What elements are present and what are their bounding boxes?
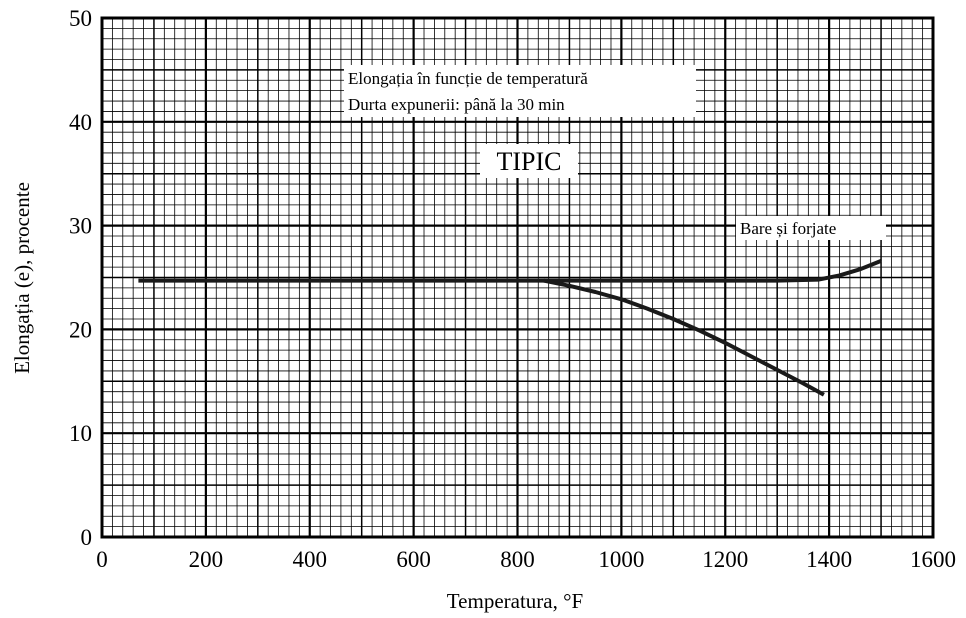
annotation-title-line1: Elongația în funcție de temperatură <box>348 69 588 88</box>
y-tick-label: 30 <box>69 214 92 239</box>
annotation-title-line2: Durta expunerii: până la 30 min <box>348 95 565 114</box>
x-tick-label: 1400 <box>806 547 852 572</box>
y-tick-label: 10 <box>69 421 92 446</box>
y-tick-labels: 0 10 20 30 40 50 <box>69 6 92 550</box>
x-tick-label: 200 <box>189 547 224 572</box>
series-label-box <box>736 216 886 240</box>
y-tick-label: 0 <box>81 525 93 550</box>
y-axis-label: Elongația (e), procente <box>10 182 34 374</box>
x-axis-label: Temperatura, °F <box>447 589 583 613</box>
plot-frame <box>100 16 935 539</box>
title-box <box>344 65 696 117</box>
series-label-bars-forgings: Bare și forjate <box>740 219 836 238</box>
x-tick-label: 600 <box>396 547 431 572</box>
x-tick-label: 1200 <box>702 547 748 572</box>
y-tick-label: 40 <box>69 110 92 135</box>
x-tick-labels: 0 200 400 600 800 1000 1200 1400 1600 <box>96 547 956 572</box>
x-tick-label: 400 <box>293 547 328 572</box>
typical-box <box>480 144 578 178</box>
y-tick-label: 20 <box>69 317 92 342</box>
series-layer <box>138 259 882 397</box>
y-tick-label: 50 <box>69 6 92 31</box>
series-line-descending <box>543 278 825 397</box>
x-tick-label: 1000 <box>598 547 644 572</box>
x-tick-label: 0 <box>96 547 108 572</box>
series-line-bars-forgings <box>138 259 882 283</box>
x-tick-label: 800 <box>500 547 535 572</box>
x-tick-label: 1600 <box>910 547 956 572</box>
annotation-typical: TIPIC <box>497 147 562 176</box>
